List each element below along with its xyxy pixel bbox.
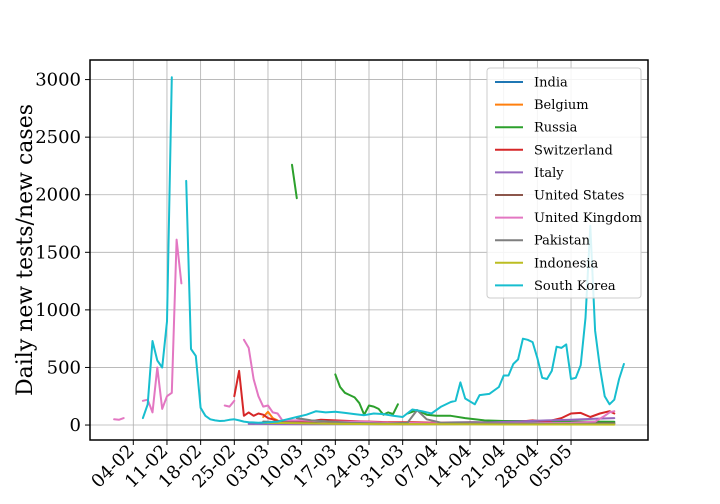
y-axis-ticks: 0 500 1000 1500 2000 2500 3000 [35,70,90,436]
legend-label: Russia [534,121,578,136]
y-tick-label: 500 [47,357,81,378]
legend-label: Belgium [534,98,589,113]
y-tick-label: 0 [70,415,81,436]
series-line [406,409,616,423]
legend-item: Pakistan [495,234,591,249]
legend-label: United States [534,189,624,204]
series-switzerland [233,369,616,424]
series-line [242,338,616,425]
y-tick-label: 1500 [35,242,81,263]
y-tick-label: 3000 [35,70,81,91]
legend-label: South Korea [534,279,616,294]
legend-label: Pakistan [534,234,591,249]
legend-item: Italy [495,166,564,181]
legend-label: India [534,76,568,91]
series-line [185,179,625,424]
legend-label: United Kingdom [534,211,642,226]
legend-box [486,67,642,299]
series-line [291,163,298,200]
legend-item: Indonesia [495,256,599,271]
y-tick-label: 2000 [35,185,81,206]
legend-item: India [495,76,568,91]
series-line [141,76,173,420]
series-line [141,238,183,414]
series-line [262,421,616,426]
series-lines [113,76,625,426]
y-tick-label: 1000 [35,300,81,321]
y-axis-title: Daily new tests/new cases [13,104,38,396]
series-russia [291,163,616,423]
legend-item: Switzerland [495,143,613,158]
legend-item: Belgium [495,98,589,113]
legend-item: United States [495,189,624,204]
legend-label: Italy [534,166,564,181]
legend: India Belgium Russia Switzerland Italy United… [486,67,642,299]
legend-label: Indonesia [534,256,599,271]
series-line [223,399,236,408]
series-south-korea [141,76,625,424]
legend-item: United Kingdom [495,211,642,226]
y-tick-label: 2500 [35,127,81,148]
series-line [233,369,616,424]
legend-item: South Korea [495,279,616,294]
series-indonesia [262,421,616,426]
x-axis-ticks: 04-0211-0218-0225-0203-0310-0317-0324-03… [87,440,577,492]
legend-item: Russia [495,121,578,136]
series-line [334,373,399,416]
legend-label: Switzerland [534,143,613,158]
series-line [113,417,125,421]
